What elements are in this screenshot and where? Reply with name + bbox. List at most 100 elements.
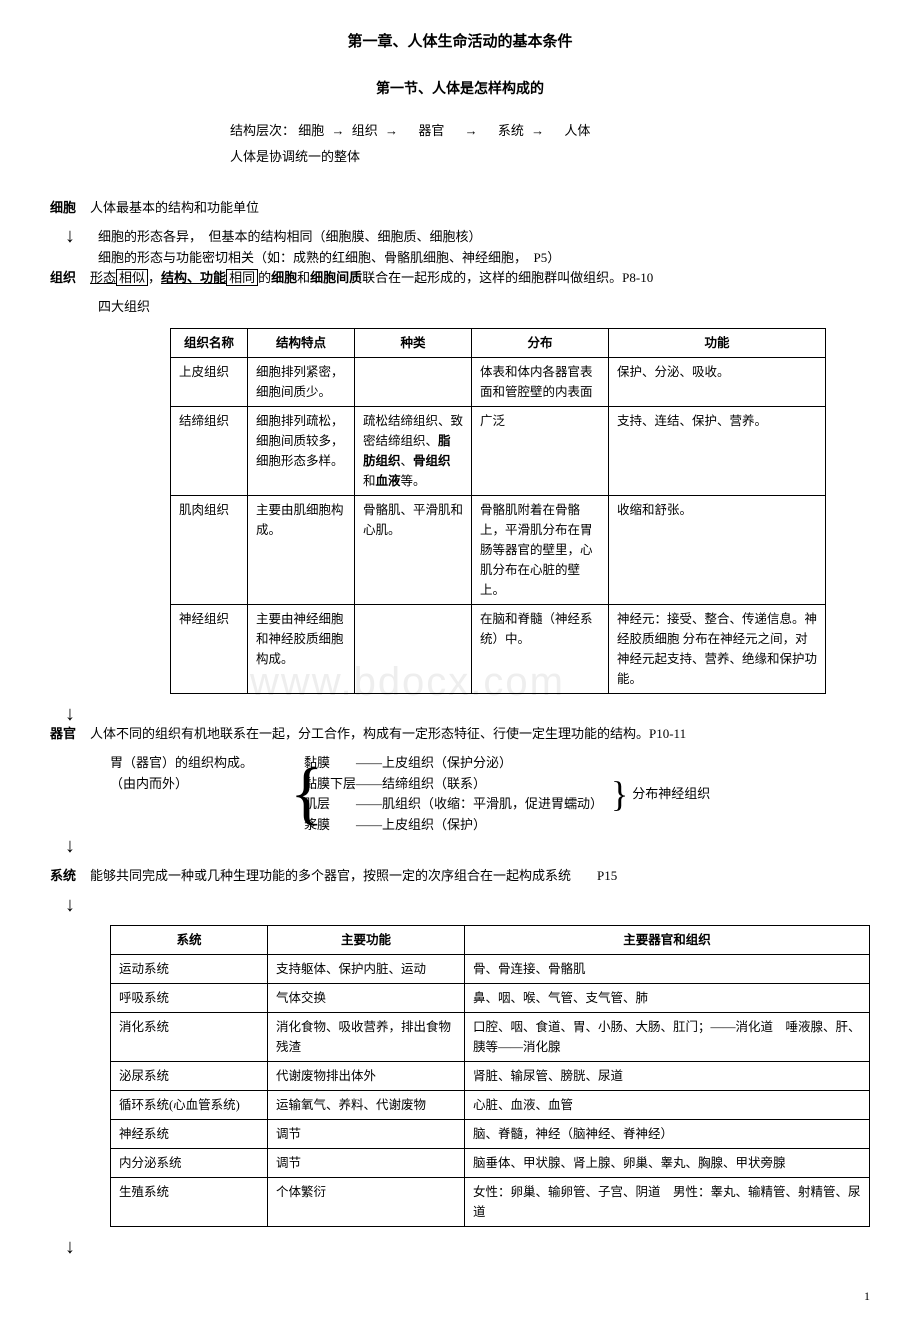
tissue-content: 形态相似，结构、功能相同的细胞和细胞间质联合在一起形成的，这样的细胞群叫做组织。…: [90, 268, 870, 289]
table-row: 生殖系统个体繁衍女性：卵巢、输卵管、子宫、阴道 男性：睾丸、输精管、射精管、尿道: [111, 1177, 870, 1226]
text-underline: 结构、功能: [161, 270, 226, 285]
table-cell: 生殖系统: [111, 1177, 268, 1226]
table-cell: 骨、骨连接、骨骼肌: [465, 954, 870, 983]
text-line: （由内而外）: [110, 774, 290, 795]
table-cell: 运动系统: [111, 954, 268, 983]
arrow-down-icon: ↓: [65, 836, 870, 856]
tissue-line: 四大组织: [98, 297, 870, 318]
tissue-label: 组织: [50, 268, 90, 289]
arrow-right-icon: →: [465, 121, 478, 142]
table-cell: 骨骼肌附着在骨骼上，平滑肌分布在胃肠等器官的壁里，心肌分布在心脏的壁上。: [472, 495, 609, 604]
table-cell: 内分泌系统: [111, 1148, 268, 1177]
table-cell: 脑、脊髓，神经（脑神经、脊神经）: [465, 1119, 870, 1148]
cell-section: 细胞 人体最基本的结构和功能单位: [50, 198, 870, 219]
chapter-title: 第一章、人体生命活动的基本条件: [50, 30, 870, 54]
arrow-down-icon: ↓: [65, 895, 870, 915]
table-cell: 口腔、咽、食道、胃、小肠、大肠、肛门；——消化道 唾液腺、肝、胰等——消化腺: [465, 1012, 870, 1061]
table-cell: 循环系统(心血管系统): [111, 1090, 268, 1119]
table-row: 循环系统(心血管系统)运输氧气、养料、代谢废物心脏、血液、血管: [111, 1090, 870, 1119]
text-line: 人体最基本的结构和功能单位: [90, 198, 870, 219]
cell-line: 细胞的形态与功能密切相关（如：成熟的红细胞、骨骼肌细胞、神经细胞， P5）: [98, 248, 870, 269]
hierarchy-item: 系统: [498, 123, 524, 138]
table-cell: 神经元：接受、整合、传递信息。神经胶质细胞 分布在神经元之间，对神经元起支持、营…: [609, 604, 826, 693]
table-cell: 主要由肌细胞构成。: [248, 495, 355, 604]
table-cell: 脑垂体、甲状腺、肾上腺、卵巢、睾丸、胸腺、甲状旁腺: [465, 1148, 870, 1177]
text-line: 胃（器官）的组织构成。: [110, 753, 290, 774]
table-header-row: 组织名称 结构特点 种类 分布 功能: [171, 328, 826, 357]
table-header: 主要器官和组织: [465, 925, 870, 954]
table-row: 肌肉组织主要由肌细胞构成。骨骼肌、平滑肌和心肌。骨骼肌附着在骨骼上，平滑肌分布在…: [171, 495, 826, 604]
table-cell: 气体交换: [268, 983, 465, 1012]
table-cell: 泌尿系统: [111, 1061, 268, 1090]
cell-content: 人体最基本的结构和功能单位: [90, 198, 870, 219]
table-cell: 心脏、血液、血管: [465, 1090, 870, 1119]
table-header: 组织名称: [171, 328, 248, 357]
text-bold: 细胞: [271, 270, 297, 285]
brace-left-icon: {: [290, 753, 304, 836]
table-cell: 调节: [268, 1119, 465, 1148]
table-cell: 呼吸系统: [111, 983, 268, 1012]
text-underline: 形态: [90, 270, 116, 285]
organ-left: 胃（器官）的组织构成。 （由内而外）: [110, 753, 290, 836]
arrow-right-icon: →: [385, 121, 398, 142]
hierarchy-label: 结构层次：: [230, 123, 295, 138]
table-cell: 收缩和舒张。: [609, 495, 826, 604]
text-boxed: 相似: [116, 269, 148, 286]
table-cell: 肾脏、输尿管、膀胱、尿道: [465, 1061, 870, 1090]
table-header: 结构特点: [248, 328, 355, 357]
text-line: 黏膜 ——上皮组织（保护分泌）: [304, 753, 603, 774]
table-cell: 广泛: [472, 406, 609, 495]
table-cell: 骨骼肌、平滑肌和心肌。: [355, 495, 472, 604]
organ-right: } 分布神经组织: [611, 753, 710, 836]
table-cell: 神经系统: [111, 1119, 268, 1148]
text-span: 的: [258, 270, 271, 285]
page-number: 1: [50, 1287, 870, 1306]
cell-line: 细胞的形态各异， 但基本的结构相同（细胞膜、细胞质、细胞核）: [98, 227, 870, 248]
table-cell: 支持躯体、保护内脏、运动: [268, 954, 465, 983]
organ-block: 胃（器官）的组织构成。 （由内而外） { 黏膜 ——上皮组织（保护分泌） 黏膜下…: [110, 753, 870, 836]
table-cell: 支持、连结、保护、营养。: [609, 406, 826, 495]
table-header: 分布: [472, 328, 609, 357]
table-cell: 上皮组织: [171, 357, 248, 406]
table-cell: 调节: [268, 1148, 465, 1177]
table-cell: 保护、分泌、吸收。: [609, 357, 826, 406]
table-header: 种类: [355, 328, 472, 357]
text-line: 浆膜 ——上皮组织（保护）: [304, 815, 603, 836]
system-table: 系统 主要功能 主要器官和组织 运动系统支持躯体、保护内脏、运动骨、骨连接、骨骼…: [110, 925, 870, 1227]
system-section: 系统 能够共同完成一种或几种生理功能的多个器官，按照一定的次序组合在一起构成系统…: [50, 866, 870, 887]
table-cell: 细胞排列疏松，细胞间质较多，细胞形态多样。: [248, 406, 355, 495]
text-line: 黏膜下层——结缔组织（联系）: [304, 774, 603, 795]
arrow-down-icon: ↓: [65, 226, 75, 246]
section-title: 第一节、人体是怎样构成的: [50, 79, 870, 101]
hierarchy-line: 结构层次： 细胞 → 组织 → 器官 → 系统 → 人体: [230, 121, 870, 142]
table-row: 呼吸系统气体交换鼻、咽、喉、气管、支气管、肺: [111, 983, 870, 1012]
text-span: 联合在一起形成的，这样的细胞群叫做组织。P8-10: [362, 270, 653, 285]
organ-section: 器官 人体不同的组织有机地联系在一起，分工合作，构成有一定形态特征、行使一定生理…: [50, 724, 870, 745]
table-cell: 细胞排列紧密，细胞间质少。: [248, 357, 355, 406]
table-header: 功能: [609, 328, 826, 357]
table-cell: 鼻、咽、喉、气管、支气管、肺: [465, 983, 870, 1012]
text-bold: 细胞间质: [310, 270, 362, 285]
arrow-right-icon: →: [332, 121, 345, 142]
table-cell: 结缔组织: [171, 406, 248, 495]
table-cell: [355, 604, 472, 693]
brace-right-icon: }: [611, 776, 628, 812]
table-cell: 体表和体内各器官表面和管腔壁的内表面: [472, 357, 609, 406]
cell-label: 细胞: [50, 198, 90, 219]
tissue-section: 组织 形态相似，结构、功能相同的细胞和细胞间质联合在一起形成的，这样的细胞群叫做…: [50, 268, 870, 289]
hierarchy-item: 细胞: [298, 123, 324, 138]
table-cell: 消化食物、吸收营养，排出食物残渣: [268, 1012, 465, 1061]
table-cell: 在脑和脊髓（神经系统）中。: [472, 604, 609, 693]
table-header: 系统: [111, 925, 268, 954]
table-cell: 个体繁衍: [268, 1177, 465, 1226]
table-row: 神经组织主要由神经细胞和神经胶质细胞构成。在脑和脊髓（神经系统）中。神经元：接受…: [171, 604, 826, 693]
table-row: 上皮组织细胞排列紧密，细胞间质少。 体表和体内各器官表面和管腔壁的内表面保护、分泌…: [171, 357, 826, 406]
organ-mid: 黏膜 ——上皮组织（保护分泌） 黏膜下层——结缔组织（联系） 肌层 ——肌组织（…: [304, 753, 603, 836]
arrow-down-icon: ↓: [65, 704, 870, 724]
table-cell: 主要由神经细胞和神经胶质细胞构成。: [248, 604, 355, 693]
hierarchy-item: 组织: [352, 123, 378, 138]
table-row: 内分泌系统调节脑垂体、甲状腺、肾上腺、卵巢、睾丸、胸腺、甲状旁腺: [111, 1148, 870, 1177]
hierarchy-item: 人体: [564, 123, 590, 138]
text-boxed: 相同: [226, 269, 258, 286]
arrow-down-icon: ↓: [65, 1237, 870, 1257]
